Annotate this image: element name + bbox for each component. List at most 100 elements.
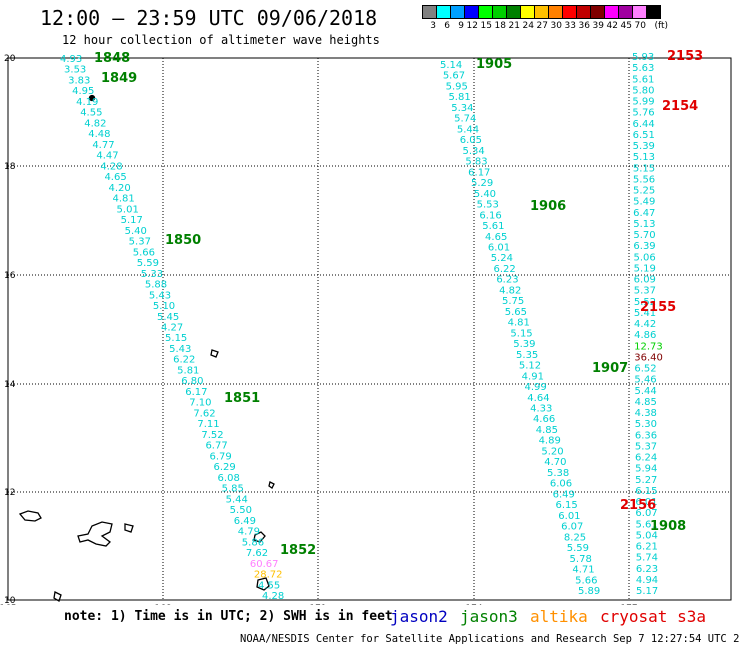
- swh-value: 4.65: [104, 172, 126, 183]
- swh-value: 5.34: [463, 146, 485, 157]
- swh-value: 5.63: [632, 63, 654, 74]
- swh-value: 5.59: [567, 543, 589, 554]
- swh-value: 5.83: [465, 157, 487, 168]
- swh-value: 60.67: [250, 559, 279, 570]
- swh-value: 6.39: [633, 241, 655, 252]
- legend-label: 3: [430, 21, 436, 31]
- swh-value: 5.34: [451, 103, 473, 114]
- swh-value: 6.23: [636, 564, 658, 575]
- swh-value: 5.65: [505, 307, 527, 318]
- legend-label: 6: [444, 21, 450, 31]
- map-subtitle: 12 hour collection of altimeter wave hei…: [62, 33, 380, 47]
- swh-value: 6.44: [633, 119, 655, 130]
- swh-value: 5.10: [153, 301, 175, 312]
- swh-value: 5.94: [635, 464, 657, 475]
- swh-value: 28.72: [254, 570, 283, 581]
- track-time-label: 1905: [476, 57, 512, 72]
- track-time-label: 2153: [667, 49, 703, 64]
- swh-value: 5.75: [502, 296, 524, 307]
- swh-value: 5.81: [177, 365, 199, 376]
- swh-value: 5.29: [471, 178, 493, 189]
- track-time-label: 1851: [224, 391, 260, 406]
- swh-value: 6.79: [209, 451, 231, 462]
- swh-value: 5.41: [634, 308, 656, 319]
- swh-value: 4.85: [536, 425, 558, 436]
- swh-value: 5.01: [117, 204, 139, 215]
- swh-value: 5.61: [482, 221, 504, 232]
- island-outline: [256, 577, 270, 591]
- swh-value: 5.53: [477, 200, 499, 211]
- swh-value: 6.06: [550, 479, 572, 490]
- swh-value: 5.37: [129, 237, 151, 248]
- lat-tick-label: 10: [4, 596, 16, 605]
- swh-value: 6.21: [636, 542, 658, 553]
- swh-value: 5.12: [519, 361, 541, 372]
- swh-value: 5.88: [145, 280, 167, 291]
- swh-value: 6.47: [633, 208, 655, 219]
- swh-value: 4.38: [635, 408, 657, 419]
- map-frame: [7, 57, 732, 601]
- swh-value: 6.22: [494, 264, 516, 275]
- swh-value: 5.56: [633, 174, 655, 185]
- map-title: 12:00 – 23:59 UTC 09/06/2018: [40, 6, 378, 30]
- swh-value: 5.40: [474, 189, 496, 200]
- swh-value: 5.70: [633, 230, 655, 241]
- lon-tick-label: 171: [309, 604, 326, 605]
- sat-label-cryosat: cryosat s3a: [600, 607, 706, 626]
- footer-credit: NOAA/NESDIS Center for Satellite Applica…: [240, 633, 740, 645]
- swh-value: 4.55: [258, 580, 280, 591]
- swh-value: 12.73: [634, 341, 663, 352]
- swh-value: 5.35: [516, 350, 538, 361]
- legend-swatch: [646, 5, 661, 19]
- swh-value: 5.40: [125, 226, 147, 237]
- swh-value: 6.09: [634, 275, 656, 286]
- swh-value: 5.95: [446, 81, 468, 92]
- swh-value: 5.15: [633, 163, 655, 174]
- legend-label: 24: [522, 21, 534, 31]
- swh-value: 4.64: [527, 393, 549, 404]
- swh-value: 5.93: [632, 52, 654, 63]
- legend-label: 18: [494, 21, 506, 31]
- swh-value: 4.33: [530, 404, 552, 415]
- swh-value: 4.81: [508, 318, 530, 329]
- island-outline: [53, 591, 62, 602]
- swh-value: 5.74: [454, 114, 476, 125]
- swh-value: 6.22: [173, 355, 195, 366]
- swh-value: 4.27: [161, 323, 183, 334]
- island-outline: [77, 521, 113, 547]
- legend-label: 70: [634, 21, 646, 31]
- track-time-label: 1852: [280, 543, 316, 558]
- swh-value: 5.50: [230, 505, 252, 516]
- lat-tick-label: 16: [4, 271, 16, 281]
- track-time-labels: 1848 1849 1850 1851 1852 1905 1906 1907 1908 2153…: [94, 49, 703, 558]
- swh-value: 5.20: [541, 446, 563, 457]
- legend-label: 12: [466, 21, 478, 31]
- swh-value: 5.37: [635, 441, 657, 452]
- swh-value: 6.29: [214, 462, 236, 473]
- swh-value: 7.11: [197, 419, 219, 430]
- swh-value: 4.42: [634, 319, 656, 330]
- sat-label-altika: altika: [530, 607, 588, 626]
- swh-value: 5.44: [635, 386, 657, 397]
- swh-value: 4.19: [76, 97, 98, 108]
- swh-value: 5.44: [226, 494, 248, 505]
- swh-value: 5.89: [578, 586, 600, 597]
- swh-value: 6.01: [635, 497, 657, 508]
- swh-value: 6.52: [634, 364, 656, 375]
- color-legend: [422, 5, 661, 19]
- island-outline: [210, 349, 219, 358]
- swh-value: 6.80: [181, 376, 203, 387]
- swh-value: 5.86: [242, 537, 264, 548]
- swh-value: 5.99: [632, 97, 654, 108]
- swh-value: 4.48: [88, 129, 110, 140]
- lat-tick-label: 20: [4, 54, 16, 64]
- legend-label: (ft): [654, 21, 668, 31]
- swh-value: 4.55: [80, 108, 102, 119]
- swh-value: 4.82: [499, 285, 521, 296]
- island-outline: [124, 523, 134, 533]
- swh-value: 6.24: [635, 453, 657, 464]
- swh-value: 5.45: [157, 312, 179, 323]
- swh-value: 6.05: [460, 135, 482, 146]
- track-time-label: 1906: [530, 199, 566, 214]
- island-outline: [18, 510, 42, 522]
